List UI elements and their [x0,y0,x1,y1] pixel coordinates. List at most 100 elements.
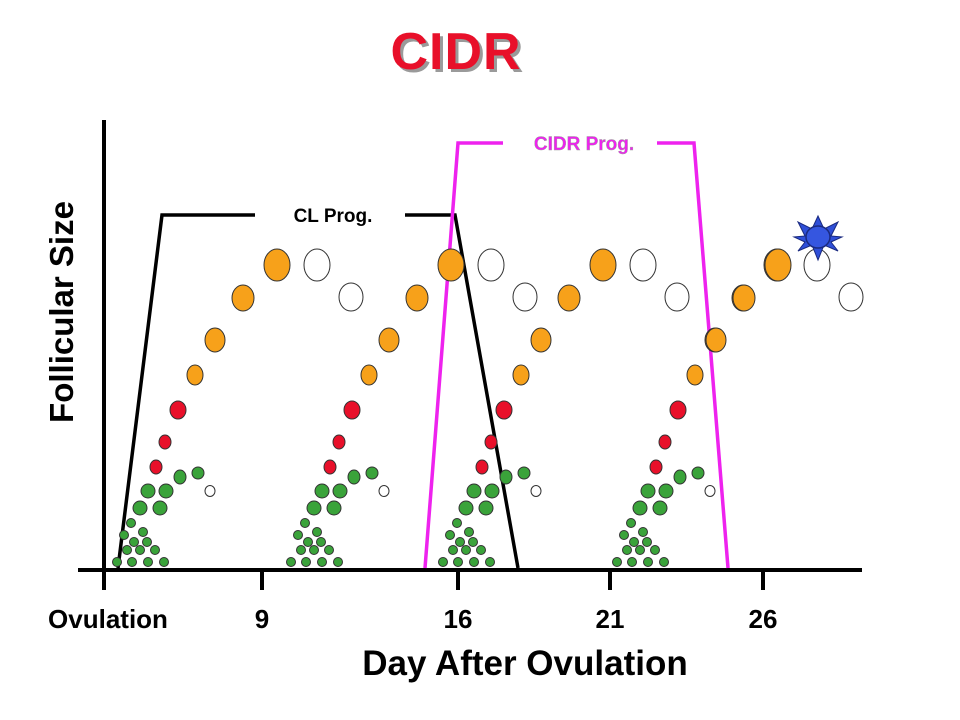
small-follicle [143,557,153,567]
small-follicle [316,537,326,547]
small-follicle [135,545,145,555]
small-follicle [643,557,653,567]
red-follicle [669,400,687,420]
orange-follicle [231,284,255,312]
diagram-title: CIDR [390,23,522,81]
small-follicle [619,530,629,540]
green-follicle [632,500,648,516]
cidr-prog-label: CIDR Prog. [534,134,634,155]
x-tick-21: 21 [595,604,625,634]
small-follicle [119,530,129,540]
small-follicle [622,545,632,555]
green-follicle [466,483,482,499]
white-follicle [204,485,216,497]
small-follicle [629,537,639,547]
green-follicle [191,466,205,480]
follicle-waves [112,248,864,567]
small-follicle [476,545,486,555]
green-follicle [499,469,513,485]
white-follicle [629,248,657,282]
green-follicle [152,500,168,516]
x-tick-9: 9 [254,604,270,634]
small-follicle [127,557,137,567]
green-follicle [691,466,705,480]
small-follicle [627,557,637,567]
white-follicle [704,485,716,497]
white-follicle [378,485,390,497]
orange-follicle [405,284,429,312]
white-follicle [303,248,331,282]
small-follicle [112,557,122,567]
orange-follicle [732,284,756,312]
orange-follicle [437,248,465,282]
orange-follicle [764,248,792,282]
small-follicle [312,527,322,537]
orange-follicle [686,364,704,386]
small-follicle [453,557,463,567]
x-tick-16: 16 [443,604,473,634]
orange-follicle [378,327,400,353]
small-follicle [626,518,636,528]
small-follicle [659,557,669,567]
small-follicle [142,537,152,547]
green-follicle [484,483,500,499]
orange-follicle [557,284,581,312]
green-follicle [132,500,148,516]
white-follicle [530,485,542,497]
white-follicle [512,282,538,312]
red-follicle [484,434,498,450]
green-follicle [658,483,674,499]
small-follicle [455,537,465,547]
cidr-progesterone-line [423,141,503,569]
small-follicle [485,557,495,567]
small-follicle [300,518,310,528]
green-follicle [478,500,494,516]
green-follicle [306,500,322,516]
cl-progesterone-line [116,213,255,569]
small-follicle [159,557,169,567]
small-follicle [286,557,296,567]
small-follicle [333,557,343,567]
orange-follicle [360,364,378,386]
x-tick-marks [102,570,765,590]
green-follicle [458,500,474,516]
orange-follicle [186,364,204,386]
small-follicle [122,545,132,555]
orange-follicle [263,248,291,282]
red-follicle [158,434,172,450]
small-follicle [468,537,478,547]
small-follicle [301,557,311,567]
small-follicle [293,530,303,540]
orange-follicle [530,327,552,353]
green-follicle [326,500,342,516]
small-follicle [324,545,334,555]
green-follicle [314,483,330,499]
red-follicle [332,434,346,450]
red-follicle [343,400,361,420]
red-follicle [475,459,489,475]
green-follicle [140,483,156,499]
red-follicle [495,400,513,420]
ovulation-burst-icon [792,214,844,262]
white-follicle [664,282,690,312]
green-follicle [347,469,361,485]
small-follicle [638,527,648,537]
green-follicle [640,483,656,499]
small-follicle [296,545,306,555]
red-follicle [149,459,163,475]
small-follicle [448,545,458,555]
green-follicle [517,466,531,480]
x-tick-ovulation: Ovulation [48,604,168,634]
small-follicle [642,537,652,547]
white-follicle [338,282,364,312]
small-follicle [303,537,313,547]
small-follicle [650,545,660,555]
cl-progesterone-line-right [405,213,520,569]
small-follicle [445,530,455,540]
small-follicle [452,518,462,528]
red-follicle [658,434,672,450]
red-follicle [649,459,663,475]
green-follicle [332,483,348,499]
small-follicle [126,518,136,528]
